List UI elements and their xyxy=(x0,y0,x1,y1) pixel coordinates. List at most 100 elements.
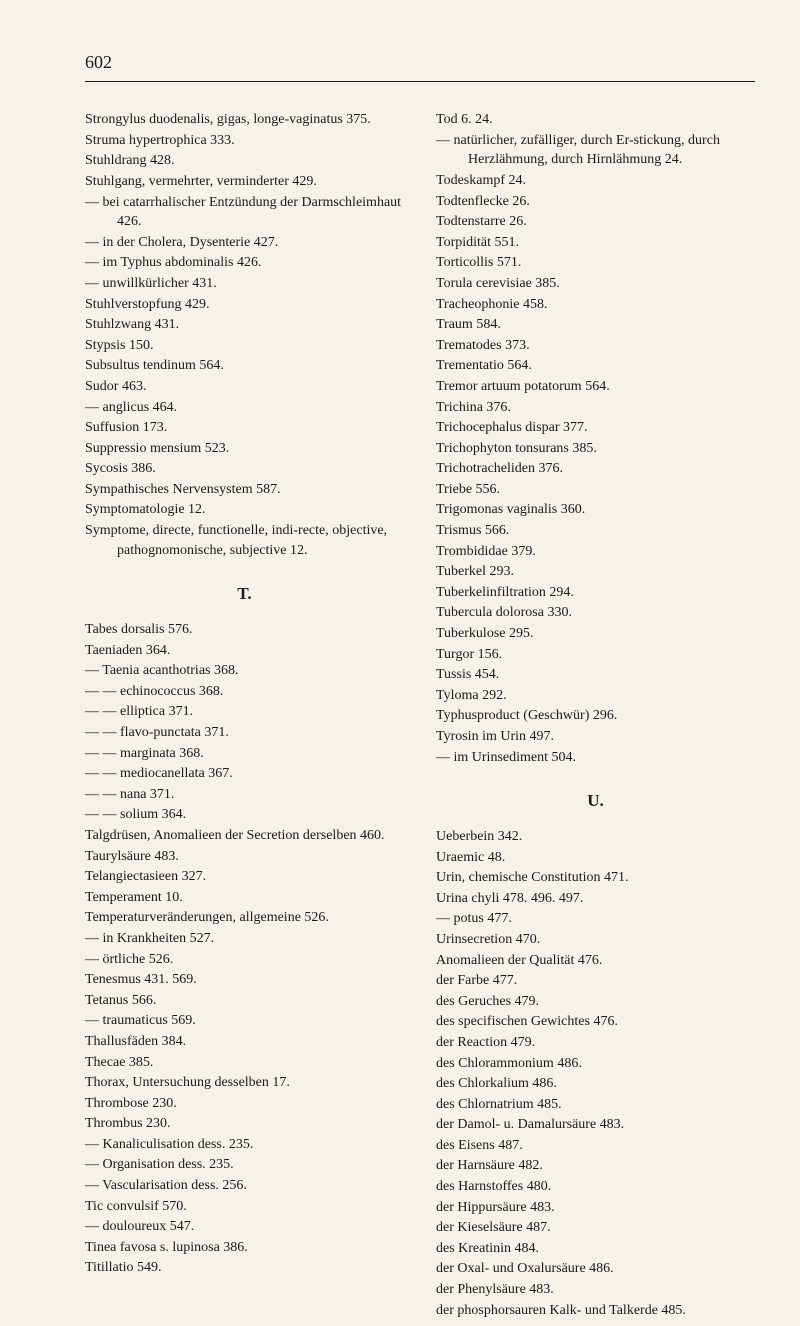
index-entry: Tuberkel 293. xyxy=(436,562,755,582)
index-entry: — bei catarrhalischer Entzündung der Dar… xyxy=(85,193,404,232)
index-entry: Sympathisches Nervensystem 587. xyxy=(85,480,404,500)
right-block: Tod 6. 24.— natürlicher, zufälliger, dur… xyxy=(436,110,755,767)
index-entry: Suffusion 173. xyxy=(85,418,404,438)
index-entry: Tod 6. 24. xyxy=(436,110,755,130)
right-column: Tod 6. 24.— natürlicher, zufälliger, dur… xyxy=(436,110,755,1321)
index-entry: des Harnstoffes 480. xyxy=(436,1177,755,1197)
index-entry: Trigomonas vaginalis 360. xyxy=(436,500,755,520)
index-entry: — anglicus 464. xyxy=(85,398,404,418)
index-entry: des Geruches 479. xyxy=(436,992,755,1012)
index-entry: Titillatio 549. xyxy=(85,1258,404,1278)
index-entry: Trichocephalus dispar 377. xyxy=(436,418,755,438)
index-entry: — traumaticus 569. xyxy=(85,1011,404,1031)
index-entry: Stypsis 150. xyxy=(85,336,404,356)
index-entry: — in der Cholera, Dysenterie 427. xyxy=(85,233,404,253)
index-entry: des Chlorkalium 486. xyxy=(436,1074,755,1094)
index-entry: des Eisens 487. xyxy=(436,1136,755,1156)
index-entry: Temperaturveränderungen, allgemeine 526. xyxy=(85,908,404,928)
index-entry: — — mediocanellata 367. xyxy=(85,764,404,784)
index-entry: Thrombose 230. xyxy=(85,1094,404,1114)
index-entry: Todtenflecke 26. xyxy=(436,192,755,212)
index-entry: Telangiectasieen 327. xyxy=(85,867,404,887)
index-entry: des Kreatinin 484. xyxy=(436,1239,755,1259)
index-entry: — im Typhus abdominalis 426. xyxy=(85,253,404,273)
index-entry: Taurylsäure 483. xyxy=(85,847,404,867)
index-entry: — Vascularisation dess. 256. xyxy=(85,1176,404,1196)
index-entry: Trombididae 379. xyxy=(436,542,755,562)
index-entry: Tabes dorsalis 576. xyxy=(85,620,404,640)
index-entry: des specifischen Gewichtes 476. xyxy=(436,1012,755,1032)
index-entry: — potus 477. xyxy=(436,909,755,929)
index-entry: des Chlorammonium 486. xyxy=(436,1054,755,1074)
index-entry: Symptomatologie 12. xyxy=(85,500,404,520)
index-entry: Taeniaden 364. xyxy=(85,641,404,661)
index-entry: — Taenia acanthotrias 368. xyxy=(85,661,404,681)
index-entry: Tinea favosa s. lupinosa 386. xyxy=(85,1238,404,1258)
index-entry: — örtliche 526. xyxy=(85,950,404,970)
index-entry: der Reaction 479. xyxy=(436,1033,755,1053)
index-entry: Tubercula dolorosa 330. xyxy=(436,603,755,623)
index-entry: Todtenstarre 26. xyxy=(436,212,755,232)
index-entry: Tenesmus 431. 569. xyxy=(85,970,404,990)
index-entry: der phosphorsauren Kalk- und Talkerde 48… xyxy=(436,1301,755,1321)
index-entry: Trismus 566. xyxy=(436,521,755,541)
index-entry: Turgor 156. xyxy=(436,645,755,665)
index-entry: — — nana 371. xyxy=(85,785,404,805)
index-entry: — unwillkürlicher 431. xyxy=(85,274,404,294)
index-entry: der Hippursäure 483. xyxy=(436,1198,755,1218)
page-rule xyxy=(85,81,755,82)
index-entry: der Oxal- und Oxalursäure 486. xyxy=(436,1259,755,1279)
index-entry: — natürlicher, zufälliger, durch Er-stic… xyxy=(436,131,755,170)
index-entry: Trichophyton tonsurans 385. xyxy=(436,439,755,459)
index-entry: Stuhldrang 428. xyxy=(85,151,404,171)
index-entry: Tic convulsif 570. xyxy=(85,1197,404,1217)
index-entry: Thorax, Untersuchung desselben 17. xyxy=(85,1073,404,1093)
index-entry: Typhusproduct (Geschwür) 296. xyxy=(436,706,755,726)
index-entry: Subsultus tendinum 564. xyxy=(85,356,404,376)
index-entry: — — elliptica 371. xyxy=(85,702,404,722)
index-entry: Symptome, directe, functionelle, indi-re… xyxy=(85,521,404,560)
index-entry: Tuberkulose 295. xyxy=(436,624,755,644)
index-entry: Urin, chemische Constitution 471. xyxy=(436,868,755,888)
index-entry: der Farbe 477. xyxy=(436,971,755,991)
index-entry: Temperament 10. xyxy=(85,888,404,908)
index-entry: Trematodes 373. xyxy=(436,336,755,356)
index-entry: — — marginata 368. xyxy=(85,744,404,764)
index-entry: — im Urinsediment 504. xyxy=(436,748,755,768)
index-entry: der Phenylsäure 483. xyxy=(436,1280,755,1300)
index-entry: Tussis 454. xyxy=(436,665,755,685)
index-entry: Tracheophonie 458. xyxy=(436,295,755,315)
index-entry: Trichotracheliden 376. xyxy=(436,459,755,479)
index-entry: Stuhlzwang 431. xyxy=(85,315,404,335)
index-entry: Talgdrüsen, Anomalieen der Secretion der… xyxy=(85,826,404,846)
index-entry: Torula cerevisiae 385. xyxy=(436,274,755,294)
index-entry: Thallusfäden 384. xyxy=(85,1032,404,1052)
index-entry: Trichina 376. xyxy=(436,398,755,418)
index-entry: Tyrosin im Urin 497. xyxy=(436,727,755,747)
index-entry: Stuhlverstopfung 429. xyxy=(85,295,404,315)
index-entry: — — solium 364. xyxy=(85,805,404,825)
index-entry: der Damol- u. Damalursäure 483. xyxy=(436,1115,755,1135)
right-u-block: Ueberbein 342.Uraemic 48.Urin, chemische… xyxy=(436,827,755,1320)
index-entry: Sudor 463. xyxy=(85,377,404,397)
index-columns: Strongylus duodenalis, gigas, longe-vagi… xyxy=(85,110,755,1321)
index-entry: Uraemic 48. xyxy=(436,848,755,868)
index-entry: — Organisation dess. 235. xyxy=(85,1155,404,1175)
left-block: Strongylus duodenalis, gigas, longe-vagi… xyxy=(85,110,404,560)
index-entry: Sycosis 386. xyxy=(85,459,404,479)
index-entry: Tuberkelinfiltration 294. xyxy=(436,583,755,603)
index-entry: — in Krankheiten 527. xyxy=(85,929,404,949)
index-entry: Tyloma 292. xyxy=(436,686,755,706)
index-entry: — douloureux 547. xyxy=(85,1217,404,1237)
left-t-block: Tabes dorsalis 576.Taeniaden 364.— Taeni… xyxy=(85,620,404,1278)
index-entry: der Kieselsäure 487. xyxy=(436,1218,755,1238)
index-entry: — — echinococcus 368. xyxy=(85,682,404,702)
index-entry: Thrombus 230. xyxy=(85,1114,404,1134)
index-entry: Traum 584. xyxy=(436,315,755,335)
index-entry: Urina chyli 478. 496. 497. xyxy=(436,889,755,909)
index-entry: Trementatio 564. xyxy=(436,356,755,376)
index-entry: Stuhlgang, vermehrter, verminderter 429. xyxy=(85,172,404,192)
index-entry: des Chlornatrium 485. xyxy=(436,1095,755,1115)
index-entry: — — flavo-punctata 371. xyxy=(85,723,404,743)
index-entry: Ueberbein 342. xyxy=(436,827,755,847)
